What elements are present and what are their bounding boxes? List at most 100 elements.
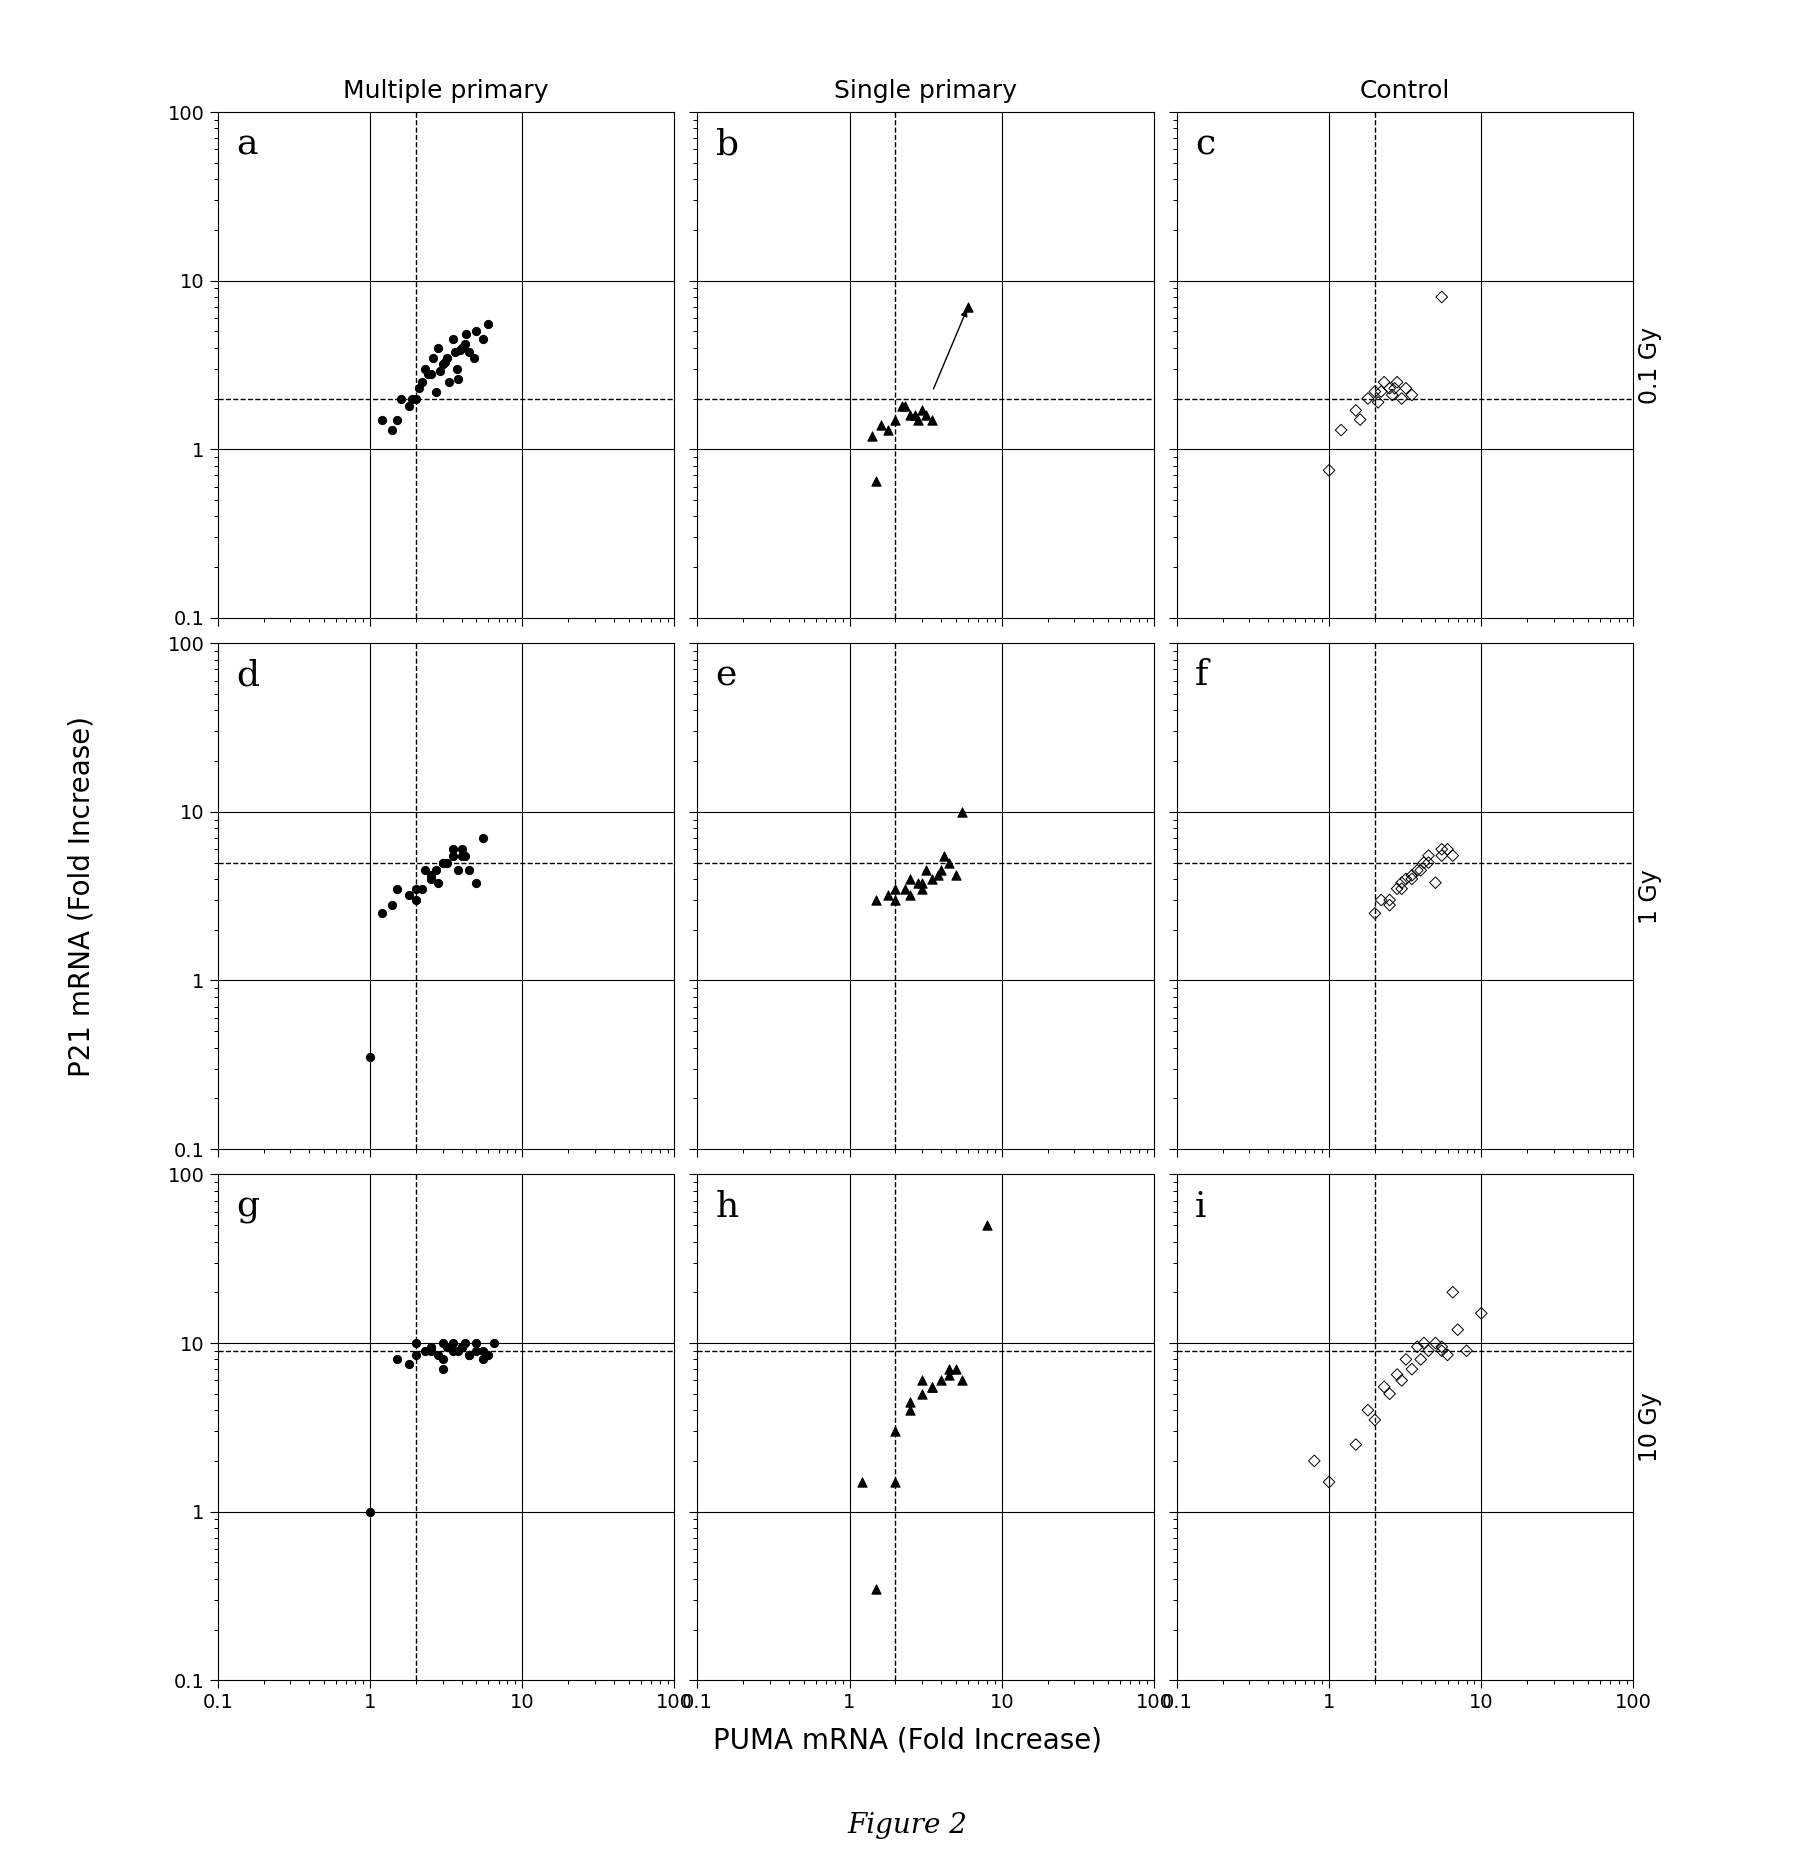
Point <box>401 1327 430 1357</box>
Point <box>889 392 918 422</box>
Point <box>1406 1344 1435 1374</box>
Point <box>934 848 963 877</box>
Point <box>907 874 936 904</box>
Point <box>394 881 423 911</box>
Point <box>1313 1467 1342 1497</box>
Point <box>1379 373 1408 403</box>
Point <box>432 1331 461 1361</box>
Point <box>455 1341 484 1370</box>
Point <box>414 358 443 388</box>
Point <box>856 420 885 450</box>
Text: Figure 2: Figure 2 <box>847 1813 967 1839</box>
Point <box>410 355 439 385</box>
Point <box>918 405 947 435</box>
Point <box>401 874 430 904</box>
Point <box>426 357 455 386</box>
Point <box>1426 1335 1455 1365</box>
Point <box>923 861 952 891</box>
Point <box>423 332 452 362</box>
Point <box>907 868 936 898</box>
Title: Single primary: Single primary <box>834 78 1016 103</box>
Point <box>1409 848 1439 877</box>
Point <box>927 855 956 885</box>
Point <box>461 1335 490 1365</box>
Point <box>1370 1372 1399 1402</box>
Point <box>455 855 484 885</box>
Point <box>862 1574 891 1604</box>
Point <box>1466 1298 1495 1327</box>
Point <box>1313 456 1342 485</box>
Point <box>423 1341 452 1370</box>
Point <box>1341 396 1370 426</box>
Point <box>1397 1354 1426 1383</box>
Point <box>918 1372 947 1402</box>
Point <box>1375 891 1404 920</box>
Point <box>903 405 932 435</box>
Point <box>1386 1365 1415 1395</box>
Point <box>401 885 430 915</box>
Point <box>397 383 426 413</box>
Point <box>1413 840 1442 870</box>
Point <box>903 868 932 898</box>
Point <box>461 1327 490 1357</box>
Point <box>1433 835 1462 864</box>
Point <box>1360 898 1390 928</box>
Point <box>894 864 923 894</box>
Point <box>1451 1335 1480 1365</box>
Point <box>1382 368 1411 398</box>
Title: Control: Control <box>1359 78 1449 103</box>
Point <box>455 1341 484 1370</box>
Point <box>907 1380 936 1410</box>
Point <box>446 840 475 870</box>
Point <box>1426 1331 1455 1361</box>
Point <box>880 405 909 435</box>
Point <box>1426 840 1455 870</box>
Point <box>443 355 472 385</box>
Point <box>415 358 444 388</box>
Point <box>439 840 468 870</box>
Point <box>394 392 423 422</box>
Point <box>446 1331 475 1361</box>
Point <box>428 1354 457 1383</box>
Point <box>1413 1335 1442 1365</box>
Point <box>1386 868 1415 898</box>
Point <box>1426 835 1455 864</box>
Point <box>894 881 923 911</box>
Point <box>1426 282 1455 312</box>
Point <box>428 349 457 379</box>
Point <box>383 1344 412 1374</box>
Point <box>452 319 481 349</box>
Point <box>1420 1327 1449 1357</box>
Point <box>468 1335 497 1365</box>
Point <box>941 861 970 891</box>
Point <box>918 1372 947 1402</box>
Point <box>1391 864 1420 894</box>
Point <box>880 885 909 915</box>
Point <box>1341 1430 1370 1460</box>
Point <box>1362 386 1391 416</box>
Point <box>432 344 461 373</box>
Point <box>907 396 936 426</box>
Point <box>455 336 484 366</box>
Point <box>873 414 902 444</box>
Point <box>439 1327 468 1357</box>
Point <box>383 405 412 435</box>
Point <box>368 898 397 928</box>
Point <box>450 1327 479 1357</box>
Point <box>1375 1380 1404 1410</box>
Point <box>1386 874 1415 904</box>
Point <box>410 855 439 885</box>
Point <box>873 881 902 911</box>
Point <box>428 1327 457 1357</box>
Point <box>1413 848 1442 877</box>
Point <box>386 383 415 413</box>
Point <box>1375 885 1404 915</box>
Point <box>394 1350 423 1380</box>
Point <box>468 823 497 853</box>
Point <box>415 861 444 891</box>
Point <box>1370 368 1399 398</box>
Point <box>410 1335 439 1365</box>
Text: P21 mRNA (Fold Increase): P21 mRNA (Fold Increase) <box>67 715 96 1077</box>
Point <box>1402 855 1431 885</box>
Point <box>446 835 475 864</box>
